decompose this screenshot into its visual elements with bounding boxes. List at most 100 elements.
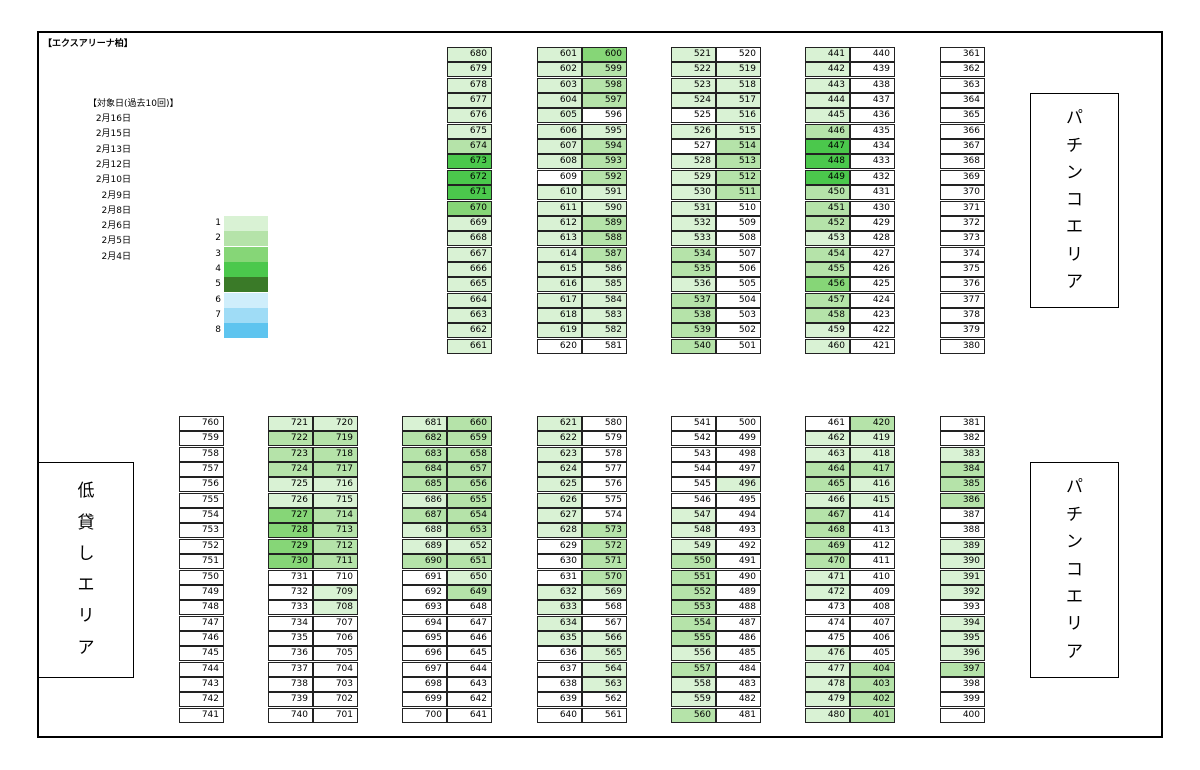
machine-cell: 740 xyxy=(268,707,313,723)
machine-cell: 524 xyxy=(671,93,716,109)
machine-cell: 622 xyxy=(537,431,582,447)
machine-cell: 733 xyxy=(268,600,313,616)
legend-level-label: 7 xyxy=(215,309,221,320)
legend-title: 【対象日(過去10回)】 xyxy=(88,99,179,109)
machine-cell: 612 xyxy=(537,215,582,231)
machine-cell: 674 xyxy=(447,139,492,155)
machine-cell: 602 xyxy=(537,62,582,78)
machine-cell: 522 xyxy=(671,62,716,78)
machine-cell: 573 xyxy=(582,523,627,539)
machine-cell: 422 xyxy=(850,323,895,339)
machine-cell: 640 xyxy=(537,707,582,723)
machine-cell: 744 xyxy=(179,661,224,677)
legend-date: 2月5日 xyxy=(101,236,131,247)
machine-cell: 485 xyxy=(716,646,761,662)
machine-cell: 552 xyxy=(671,584,716,600)
machine-cell: 504 xyxy=(716,292,761,308)
machine-cell: 569 xyxy=(582,584,627,600)
machine-cell: 481 xyxy=(716,707,761,723)
machine-cell: 586 xyxy=(582,261,627,277)
machine-cell: 601 xyxy=(537,47,582,62)
machine-cell: 625 xyxy=(537,477,582,493)
machine-cell: 670 xyxy=(447,200,492,216)
legend-level-swatch xyxy=(224,216,268,231)
machine-cell: 720 xyxy=(313,416,358,431)
area-label-char: 低 xyxy=(77,481,95,502)
machine-cell: 716 xyxy=(313,477,358,493)
area-label-char: 貸 xyxy=(77,512,95,533)
machine-cell: 448 xyxy=(805,154,850,170)
machine-cell: 617 xyxy=(537,292,582,308)
machine-cell: 657 xyxy=(447,462,492,478)
machine-cell: 630 xyxy=(537,554,582,570)
machine-cell: 508 xyxy=(716,231,761,247)
machine-cell: 439 xyxy=(850,62,895,78)
machine-cell: 387 xyxy=(940,508,985,524)
area-label-char: エ xyxy=(1066,217,1083,238)
machine-cell: 462 xyxy=(805,431,850,447)
machine-cell: 738 xyxy=(268,676,313,692)
machine-cell: 724 xyxy=(268,462,313,478)
machine-cell: 545 xyxy=(671,477,716,493)
machine-cell: 463 xyxy=(805,446,850,462)
machine-cell: 489 xyxy=(716,584,761,600)
machine-cell: 380 xyxy=(940,338,985,354)
machine-cell: 703 xyxy=(313,676,358,692)
machine-cell: 373 xyxy=(940,231,985,247)
machine-cell: 629 xyxy=(537,538,582,554)
machine-cell: 461 xyxy=(805,416,850,431)
machine-cell: 564 xyxy=(582,661,627,677)
machine-cell: 531 xyxy=(671,200,716,216)
machine-cell: 608 xyxy=(537,154,582,170)
machine-cell: 474 xyxy=(805,615,850,631)
machine-cell: 528 xyxy=(671,154,716,170)
machine-cell: 521 xyxy=(671,47,716,62)
machine-cell: 414 xyxy=(850,508,895,524)
machine-cell: 687 xyxy=(402,508,447,524)
machine-cell: 597 xyxy=(582,93,627,109)
machine-cell: 676 xyxy=(447,108,492,124)
legend-date: 2月13日 xyxy=(95,144,131,155)
machine-cell: 701 xyxy=(313,707,358,723)
machine-cell: 527 xyxy=(671,139,716,155)
machine-cell: 591 xyxy=(582,185,627,201)
machine-cell: 498 xyxy=(716,446,761,462)
legend-level-label: 5 xyxy=(215,279,221,290)
machine-cell: 739 xyxy=(268,692,313,708)
machine-cell: 454 xyxy=(805,246,850,262)
machine-cell: 468 xyxy=(805,523,850,539)
machine-cell: 539 xyxy=(671,323,716,339)
machine-cell: 604 xyxy=(537,93,582,109)
machine-cell: 517 xyxy=(716,93,761,109)
machine-cell: 440 xyxy=(850,47,895,62)
machine-cell: 685 xyxy=(402,477,447,493)
machine-cell: 580 xyxy=(582,416,627,431)
legend-level-swatch xyxy=(224,261,268,277)
machine-cell: 546 xyxy=(671,492,716,508)
machine-cell: 431 xyxy=(850,185,895,201)
machine-cell: 540 xyxy=(671,338,716,354)
machine-cell: 588 xyxy=(582,231,627,247)
machine-cell: 754 xyxy=(179,508,224,524)
machine-cell: 673 xyxy=(447,154,492,170)
machine-cell: 631 xyxy=(537,569,582,585)
machine-cell: 550 xyxy=(671,554,716,570)
machine-cell: 367 xyxy=(940,139,985,155)
machine-cell: 445 xyxy=(805,108,850,124)
machine-cell: 568 xyxy=(582,600,627,616)
machine-cell: 397 xyxy=(940,661,985,677)
machine-cell: 476 xyxy=(805,646,850,662)
machine-cell: 412 xyxy=(850,538,895,554)
machine-cell: 581 xyxy=(582,338,627,354)
legend-date: 2月10日 xyxy=(95,175,131,186)
machine-cell: 707 xyxy=(313,615,358,631)
machine-cell: 572 xyxy=(582,538,627,554)
machine-cell: 753 xyxy=(179,523,224,539)
machine-cell: 376 xyxy=(940,277,985,293)
machine-cell: 458 xyxy=(805,307,850,323)
machine-cell: 750 xyxy=(179,569,224,585)
machine-cell: 659 xyxy=(447,431,492,447)
machine-cell: 652 xyxy=(447,538,492,554)
machine-cell: 543 xyxy=(671,446,716,462)
area-label-char: ア xyxy=(77,637,95,658)
